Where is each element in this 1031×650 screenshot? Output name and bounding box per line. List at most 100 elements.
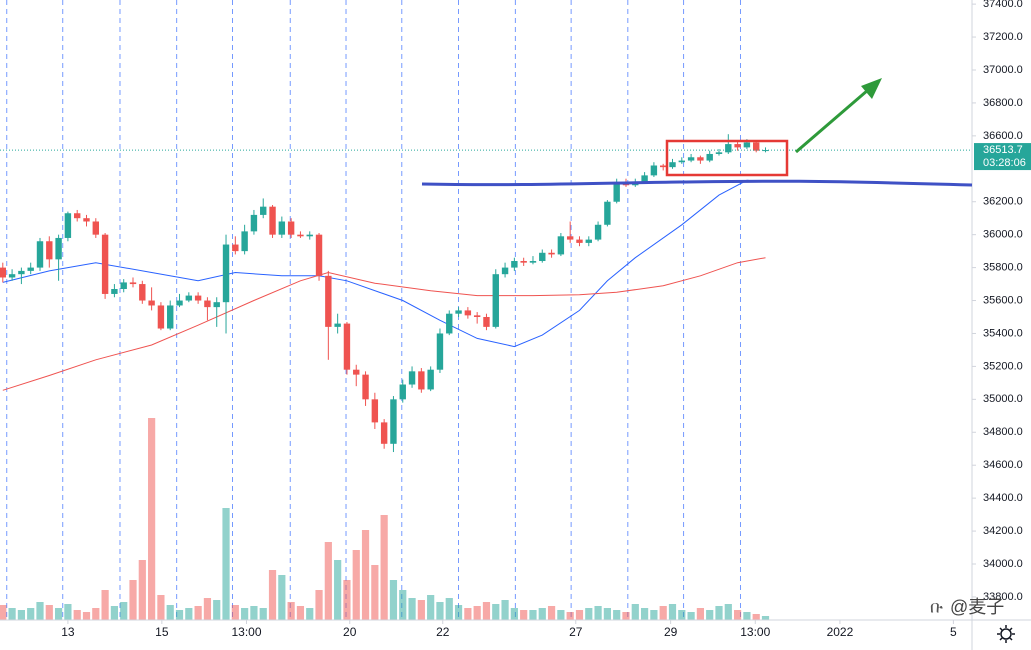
y-tick-label: 37000.0 [983,64,1023,76]
candle-body [650,165,658,176]
volume-bar [166,605,174,620]
candle-body [167,305,174,329]
candle-body [64,213,72,238]
trend-arrow-head [861,78,882,99]
candle-body [380,422,388,444]
volume-bar [343,580,351,620]
candle-body [557,236,565,255]
candle-body [92,221,100,235]
volume-bar [631,604,639,620]
candle-body [399,384,406,400]
y-tick-label: 35800.0 [983,262,1023,274]
volume-bar [315,590,323,620]
candle-body [287,221,295,235]
candle-body [492,274,499,327]
volume-bar [194,606,202,620]
volume-bar [120,602,128,620]
volume-bar [324,542,332,620]
settings-icon[interactable] [997,625,1015,643]
candle-body [111,289,118,294]
candle-body [269,206,276,235]
last-price-label: 36513.7 [983,144,1023,156]
candle-body [278,221,286,235]
volume-bar [547,606,556,620]
candle-body [27,267,34,271]
volume-bar [538,608,546,620]
volume-bar [520,610,528,620]
volume-bar [110,606,119,620]
candle-body [604,201,611,225]
countdown-label: 03:28:06 [983,157,1026,169]
volume-bar [259,608,267,620]
volume-bar [408,598,416,620]
y-tick-label: 34400.0 [983,492,1023,504]
candle-body [46,241,53,260]
volume-bar [241,608,249,620]
volume-bar [380,515,388,620]
volume-bar [213,600,221,620]
trend-arrow [795,88,869,154]
candle-body [343,323,351,370]
volume-bar [82,612,91,620]
volume-bar [734,610,742,620]
volume-bar [352,550,360,620]
volume-bar [482,602,491,620]
volume-bar [613,610,621,620]
volume-bar [175,610,184,620]
volume-bar [752,614,760,620]
y-tick-label: 36200.0 [983,196,1023,208]
volume-bar [278,575,286,620]
candle-body [315,234,323,276]
volume-bar [45,605,53,620]
volume-bar [17,610,25,620]
volume-bar [454,605,463,620]
candle-body [213,302,220,308]
candle-body [659,165,667,168]
candle-body [334,323,341,327]
volume-bar [287,602,295,620]
support-line-drawing [421,179,973,187]
x-tick-label: 29 [664,625,678,639]
candle-body [715,152,723,154]
x-tick-label: 22 [436,625,450,639]
volume-bar [361,530,370,620]
candle-body [390,399,397,444]
y-tick-label: 36600.0 [983,130,1023,142]
volume-bar [250,606,258,620]
x-tick-label: 20 [343,625,357,639]
candle-body [436,333,444,370]
candle-body [753,142,760,151]
volume-bar [222,508,230,620]
candle-body [74,213,81,219]
volume-bar [603,608,611,620]
x-tick-label: 13:00 [231,625,261,639]
candle-body [83,218,90,222]
candle-body [455,310,462,314]
candle-body [539,252,546,262]
y-tick-label: 36000.0 [983,229,1023,241]
volume-bar [203,598,212,620]
candle-body [408,371,416,385]
volume-bar [268,570,277,620]
watermark-logo: ቡ [930,597,943,616]
y-tick-label: 35000.0 [983,393,1023,405]
candle-body [418,371,425,390]
volume-bar [389,580,398,620]
candle-body [594,224,602,240]
candle-body [697,157,704,161]
candle-body [232,244,239,252]
axes: 33800.0 34000.0 34200.0 34400.0 34600.0 34800… [61,0,1031,639]
candle-body [306,234,313,237]
candle-body [139,284,146,301]
volume-bar [129,580,137,620]
candle-body [55,237,62,260]
volume-bar [594,606,602,620]
candle-body [36,241,44,268]
volume-bar [427,595,435,620]
volume-bar [157,595,165,620]
candle-body [483,316,490,327]
candle-body [427,369,434,390]
volume-bar [743,612,751,620]
volume-bar [706,610,714,620]
moving-average-line [2,179,766,348]
